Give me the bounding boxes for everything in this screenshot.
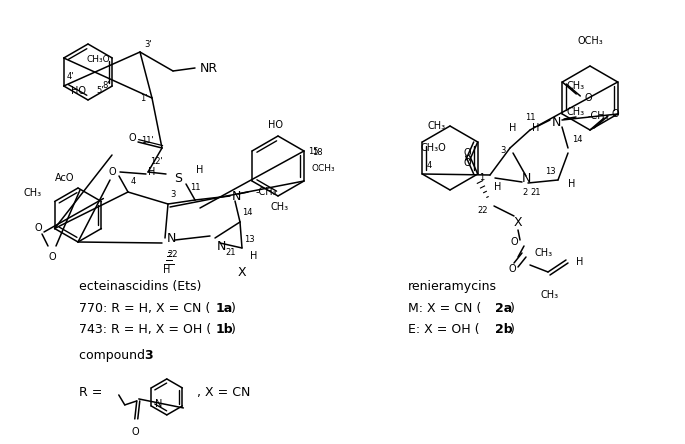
Text: 22: 22: [167, 250, 177, 259]
Text: O: O: [508, 264, 516, 274]
Text: M: X = CN (: M: X = CN (: [408, 302, 481, 315]
Text: H: H: [197, 165, 203, 175]
Text: N: N: [232, 190, 241, 202]
Text: X: X: [514, 215, 522, 229]
Text: H: H: [532, 123, 539, 133]
Text: 14: 14: [242, 208, 253, 217]
Text: 1: 1: [479, 173, 484, 182]
Text: 4: 4: [131, 177, 136, 186]
Text: 4: 4: [426, 161, 432, 170]
Text: 12': 12': [150, 157, 163, 166]
Text: CH₃: CH₃: [535, 248, 553, 258]
Text: ): ): [510, 323, 514, 336]
Text: 4': 4': [66, 72, 74, 81]
Text: 770: R = H, X = CN (: 770: R = H, X = CN (: [79, 302, 210, 315]
Text: HO: HO: [71, 86, 86, 96]
Text: , X = CN: , X = CN: [197, 386, 250, 400]
Text: 3: 3: [501, 146, 506, 155]
Text: 11': 11': [141, 136, 154, 145]
Text: OCH₃: OCH₃: [312, 163, 336, 173]
Text: 2: 2: [522, 188, 527, 197]
Text: N: N: [217, 240, 226, 253]
Text: 11: 11: [525, 113, 535, 122]
Text: 1b: 1b: [216, 323, 234, 336]
Text: O: O: [584, 93, 592, 103]
Text: CH₃O: CH₃O: [421, 143, 446, 153]
Text: ): ): [231, 323, 236, 336]
Text: O: O: [612, 109, 620, 119]
Text: 3: 3: [170, 190, 175, 199]
Text: 13: 13: [545, 167, 556, 176]
Text: H: H: [576, 257, 584, 267]
Text: O: O: [108, 167, 116, 177]
Text: X: X: [238, 266, 247, 278]
Text: 743: R = H, X = OH (: 743: R = H, X = OH (: [79, 323, 211, 336]
Text: O: O: [128, 133, 136, 143]
Text: O: O: [464, 148, 471, 158]
Text: H: H: [509, 123, 516, 133]
Text: 18: 18: [312, 147, 323, 156]
Text: E: X = OH (: E: X = OH (: [408, 323, 479, 336]
Text: 1a: 1a: [216, 302, 233, 315]
Text: compound: compound: [79, 349, 149, 362]
Text: NR: NR: [200, 62, 218, 75]
Text: N: N: [167, 231, 176, 245]
Text: CH₃O: CH₃O: [86, 56, 110, 64]
Text: OCH₃: OCH₃: [577, 36, 603, 46]
Text: 11: 11: [190, 183, 200, 192]
Text: CH₃: CH₃: [428, 121, 446, 131]
Text: 14: 14: [572, 135, 582, 144]
Text: 21: 21: [530, 188, 540, 197]
Text: H: H: [149, 167, 155, 177]
Text: CH₃: CH₃: [271, 202, 289, 212]
Text: renieramycins: renieramycins: [408, 280, 497, 293]
Text: -CH₃: -CH₃: [588, 111, 610, 121]
Text: O: O: [48, 252, 55, 262]
Text: 1': 1': [140, 94, 148, 103]
Text: CH₃: CH₃: [541, 290, 559, 300]
Text: O: O: [34, 223, 42, 233]
Text: 21: 21: [225, 248, 236, 257]
Text: N: N: [522, 171, 532, 185]
Text: 22: 22: [477, 206, 488, 215]
Text: S: S: [174, 171, 182, 185]
Text: R =: R =: [79, 386, 102, 400]
Text: AcO: AcO: [55, 173, 75, 183]
Text: CH₃: CH₃: [24, 188, 42, 198]
Text: 2a: 2a: [495, 302, 512, 315]
Text: H: H: [494, 182, 501, 192]
Text: 3': 3': [144, 40, 151, 49]
Text: CH₃: CH₃: [566, 81, 584, 91]
Text: CH₃: CH₃: [566, 107, 584, 117]
Text: O: O: [132, 427, 140, 437]
Text: ): ): [510, 302, 514, 315]
Text: 15: 15: [308, 147, 319, 155]
Text: H: H: [163, 265, 171, 275]
Text: N: N: [155, 399, 162, 409]
Text: H: H: [568, 179, 575, 189]
Text: N: N: [551, 115, 561, 128]
Text: 3: 3: [144, 349, 152, 362]
Text: ): ): [231, 302, 236, 315]
Text: O: O: [510, 237, 518, 247]
Text: H: H: [250, 251, 258, 261]
Text: ecteinascidins (Ets): ecteinascidins (Ets): [79, 280, 201, 293]
Text: HO: HO: [269, 120, 284, 130]
Text: -CH₃: -CH₃: [256, 187, 277, 197]
Text: O: O: [464, 158, 471, 168]
Text: 5': 5': [96, 86, 103, 95]
Text: 13: 13: [244, 235, 255, 244]
Text: 8': 8': [103, 82, 110, 91]
Text: 2b: 2b: [495, 323, 512, 336]
